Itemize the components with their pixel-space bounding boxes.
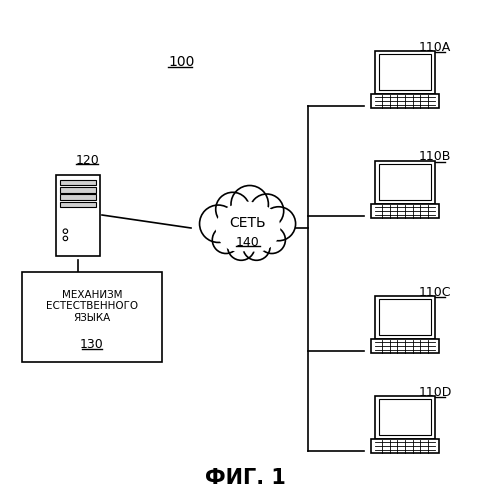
Text: 120: 120	[76, 154, 100, 167]
FancyBboxPatch shape	[60, 202, 96, 207]
FancyBboxPatch shape	[379, 399, 431, 436]
Circle shape	[250, 194, 284, 228]
Circle shape	[63, 236, 68, 241]
FancyBboxPatch shape	[379, 299, 431, 335]
FancyBboxPatch shape	[60, 194, 96, 200]
FancyBboxPatch shape	[371, 204, 439, 219]
Circle shape	[216, 204, 263, 252]
FancyBboxPatch shape	[379, 54, 431, 90]
Text: ФИГ. 1: ФИГ. 1	[204, 468, 286, 488]
FancyBboxPatch shape	[371, 94, 439, 108]
Circle shape	[262, 207, 295, 241]
Text: 110A: 110A	[419, 40, 451, 53]
Text: 140: 140	[236, 236, 260, 249]
Text: 100: 100	[168, 55, 195, 69]
Circle shape	[216, 192, 250, 227]
FancyBboxPatch shape	[379, 164, 431, 201]
FancyBboxPatch shape	[375, 51, 435, 94]
FancyBboxPatch shape	[375, 296, 435, 339]
Circle shape	[63, 229, 68, 234]
FancyBboxPatch shape	[371, 439, 439, 454]
FancyBboxPatch shape	[56, 175, 99, 255]
Circle shape	[233, 204, 280, 252]
Circle shape	[199, 205, 237, 243]
FancyBboxPatch shape	[371, 339, 439, 353]
Circle shape	[231, 186, 269, 223]
Circle shape	[227, 233, 255, 260]
Circle shape	[243, 233, 270, 260]
Text: 130: 130	[80, 337, 104, 350]
Text: 110B: 110B	[419, 151, 451, 164]
Circle shape	[226, 202, 270, 246]
Text: 110D: 110D	[419, 386, 452, 399]
FancyBboxPatch shape	[60, 187, 96, 193]
FancyBboxPatch shape	[60, 180, 96, 185]
Circle shape	[258, 227, 285, 253]
Circle shape	[212, 227, 240, 253]
Text: 110C: 110C	[419, 285, 451, 298]
FancyBboxPatch shape	[375, 396, 435, 439]
Text: МЕХАНИЗМ
ЕСТЕСТВЕННОГО
ЯЗЫКА: МЕХАНИЗМ ЕСТЕСТВЕННОГО ЯЗЫКА	[46, 289, 138, 323]
FancyBboxPatch shape	[22, 272, 162, 362]
FancyBboxPatch shape	[375, 161, 435, 204]
Text: СЕТЬ: СЕТЬ	[230, 216, 266, 230]
